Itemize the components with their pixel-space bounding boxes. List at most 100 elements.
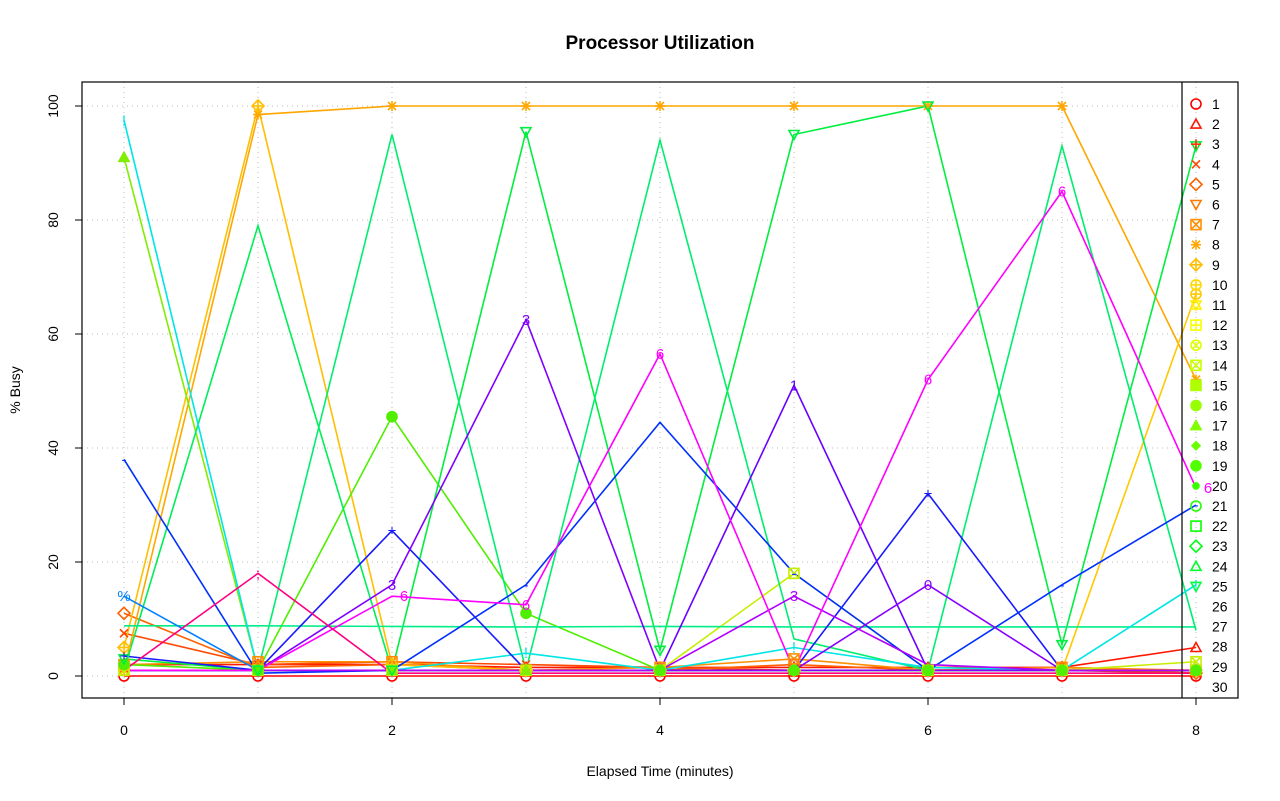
data-point-45: -	[122, 451, 127, 468]
legend-symbol-icon	[1190, 218, 1202, 231]
series-line-45	[123, 421, 1197, 674]
series-line-43	[123, 492, 1196, 672]
legend-item-24: 24	[1189, 558, 1228, 574]
legend-item-27: 27	[1212, 619, 1228, 635]
legend-item-12: 12	[1190, 317, 1228, 333]
series-line-62	[123, 572, 1196, 674]
data-point-37: %	[117, 588, 130, 605]
x-tick-label: 0	[120, 722, 128, 738]
data-point-19-icon	[788, 664, 800, 677]
legend-item-23: 23	[1188, 538, 1228, 554]
data-point-33: !	[792, 640, 796, 657]
legend-item-16: 16	[1190, 398, 1228, 414]
legend-label: 28	[1212, 639, 1228, 655]
data-point-45: -	[1060, 577, 1065, 594]
legend-label: 8	[1212, 237, 1220, 253]
series-line-9	[123, 105, 1196, 672]
legend-item-20: 20	[1192, 478, 1228, 494]
data-point-9-icon	[250, 98, 266, 114]
legend-label: 7	[1212, 217, 1220, 233]
data-point-53: 0	[924, 577, 932, 594]
legend-symbol-icon	[1189, 418, 1203, 431]
data-point-8-icon	[387, 101, 397, 111]
legend-symbol-icon	[1190, 379, 1202, 392]
legend-item-28: 28	[1212, 639, 1228, 655]
legend-symbol-icon	[1190, 98, 1202, 110]
data-point-45: -	[792, 565, 797, 582]
legend-item-25: 25	[1189, 578, 1228, 594]
legend-label: 20	[1212, 478, 1228, 494]
legend-symbol-icon	[1191, 139, 1201, 150]
legend-item-10: 10	[1190, 277, 1228, 293]
legend-label: 15	[1212, 377, 1228, 393]
legend-label: 13	[1212, 337, 1228, 353]
legend-label: 12	[1212, 317, 1228, 333]
legend-symbol-icon	[1190, 520, 1202, 532]
data-point-5-icon	[116, 606, 132, 621]
legend-item-19: 19	[1190, 458, 1228, 474]
legend-item-18: 18	[1190, 438, 1228, 454]
legend-label: 22	[1212, 518, 1228, 534]
data-point-58: 6	[924, 372, 932, 389]
legend-symbol-icon	[1190, 279, 1202, 291]
legend-label: 3	[1212, 136, 1220, 152]
data-point-17-icon	[519, 663, 533, 676]
legend-symbol-icon	[1189, 559, 1203, 572]
data-point-52: 3	[522, 312, 530, 329]
legend-item-9: 9	[1188, 257, 1220, 273]
data-point-19-icon	[922, 664, 934, 677]
data-point-62: ;	[256, 565, 260, 582]
y-tick-label: 80	[45, 212, 61, 228]
y-tick-label: 60	[45, 326, 61, 342]
data-point-45: -	[658, 414, 663, 431]
legend-label: 30	[1212, 679, 1228, 695]
x-tick-label: 4	[656, 722, 664, 738]
data-point-25-icon	[1055, 639, 1069, 652]
data-point-25-icon	[921, 101, 935, 113]
chart-title: Processor Utilization	[566, 33, 755, 54]
legend-symbol-icon	[1190, 359, 1202, 372]
legend-label: 29	[1212, 659, 1228, 675]
legend-label: 23	[1212, 538, 1228, 554]
legend-item-8: 8	[1191, 237, 1220, 253]
data-point-19-icon	[654, 664, 666, 677]
data-point-19-icon	[1056, 664, 1068, 677]
legend-symbol-icon	[1190, 459, 1202, 472]
y-tick-label: 40	[45, 440, 61, 456]
legend-symbol-icon	[1190, 500, 1202, 512]
data-point-19-icon	[1190, 664, 1202, 677]
legend-label: 18	[1212, 438, 1228, 454]
data-point-25-icon	[385, 665, 399, 677]
legend-symbol-icon	[1190, 319, 1202, 331]
x-tick-label: 6	[924, 722, 932, 738]
legend-item-3: 3	[1191, 136, 1220, 152]
legend-item-2: 2	[1189, 116, 1220, 132]
legend-label: 27	[1212, 619, 1228, 635]
series-line-28	[124, 625, 1196, 628]
legend-symbol-icon	[1192, 482, 1200, 490]
series-lines	[123, 105, 1197, 677]
y-axis: 0 20 40 60 80 100	[45, 94, 82, 680]
x-tick-label: 8	[1192, 722, 1200, 738]
plot-frame	[81, 81, 1239, 699]
x-tick-label: 2	[388, 722, 396, 738]
legend-item-1: 1	[1190, 96, 1220, 112]
legend-item-5: 5	[1188, 176, 1220, 192]
legend-label: 2	[1212, 116, 1220, 132]
legend-symbol-icon	[1188, 257, 1204, 272]
data-point-45: -	[524, 577, 529, 594]
x-axis: 0 2 4 6 8	[120, 698, 1200, 738]
data-point-51: 1	[790, 377, 798, 394]
data-point-25-icon	[787, 129, 801, 142]
legend-label: 16	[1212, 398, 1228, 414]
legend-label: 6	[1212, 197, 1220, 213]
data-point-43: +	[388, 523, 397, 540]
legend-item-29: 29	[1212, 659, 1228, 675]
legend-label: 26	[1212, 599, 1228, 615]
data-point-43: +	[120, 648, 129, 665]
legend-symbol-icon	[1190, 440, 1202, 451]
data-point-33: !	[1194, 577, 1198, 594]
y-tick-label: 0	[45, 672, 61, 680]
